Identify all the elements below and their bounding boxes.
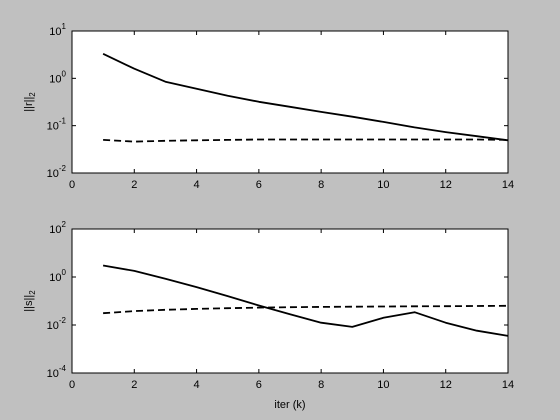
bottom-series-solid-line bbox=[102, 264, 509, 337]
top-y-tick-mantissa: 10 bbox=[49, 73, 61, 85]
top-x-tick-label: 4 bbox=[194, 179, 200, 191]
bottom-y-tick-exponent: -4 bbox=[59, 364, 67, 373]
top-x-tick-label: 6 bbox=[256, 179, 262, 191]
top-y-tick-mantissa: 10 bbox=[49, 26, 61, 38]
top-y-axis-label: ||r||2 bbox=[23, 92, 37, 112]
top-y-tick-exponent: -2 bbox=[59, 164, 67, 173]
top-y-tick-label: 101 bbox=[49, 22, 66, 38]
top-series-solid-line bbox=[102, 52, 509, 142]
bottom-y-tick-exponent: -2 bbox=[59, 316, 67, 325]
bottom-y-axis-label: ||s||2 bbox=[23, 290, 37, 312]
top-axes-box bbox=[71, 30, 509, 174]
bottom-y-tick-label: 10-2 bbox=[47, 316, 67, 332]
bottom-y-axis-label-main: ||s|| bbox=[23, 295, 35, 312]
top-y-tick-mantissa: 10 bbox=[47, 121, 59, 133]
top-series-dashed-line bbox=[103, 138, 509, 143]
bottom-x-tick-label: 4 bbox=[194, 379, 200, 391]
top-series bbox=[102, 52, 509, 143]
bottom-y-axis-label-subscript: 2 bbox=[28, 290, 37, 295]
bottom-y-tick-label: 100 bbox=[49, 268, 66, 284]
bottom-y-tick-mantissa: 10 bbox=[49, 224, 61, 236]
bottom-y-tick-exponent: 0 bbox=[62, 268, 67, 277]
bottom-y-tick-label: 102 bbox=[49, 220, 66, 236]
bottom-y-tick-mantissa: 10 bbox=[49, 272, 61, 284]
bottom-x-tick-label: 0 bbox=[69, 379, 75, 391]
top-x-tick-label: 12 bbox=[440, 179, 452, 191]
top-y-tick-exponent: -1 bbox=[59, 117, 67, 126]
top-y-tick-exponent: 0 bbox=[62, 69, 67, 78]
bottom-x-tick-label: 14 bbox=[502, 379, 514, 391]
top-y-tick-label: 10-1 bbox=[47, 117, 67, 133]
bottom-y-tick-mantissa: 10 bbox=[47, 320, 59, 332]
top-x-tick-label: 0 bbox=[69, 179, 75, 191]
bottom-series bbox=[102, 264, 509, 337]
bottom-y-tick-label: 10-4 bbox=[47, 364, 67, 380]
bottom-x-tick-label: 6 bbox=[256, 379, 262, 391]
bottom-x-tick-label: 8 bbox=[318, 379, 324, 391]
top-y-axis-label-main: ||r|| bbox=[23, 97, 35, 112]
top-x-tick-label: 8 bbox=[318, 179, 324, 191]
top-y-tick-exponent: 1 bbox=[62, 22, 67, 31]
top-x-tick-label: 10 bbox=[377, 179, 389, 191]
bottom-x-tick-label: 10 bbox=[377, 379, 389, 391]
bottom-x-tick-label: 2 bbox=[131, 379, 137, 391]
top-y-axis-label-subscript: 2 bbox=[28, 92, 37, 97]
bottom-x-tick-label: 12 bbox=[440, 379, 452, 391]
top-y-tick-label: 100 bbox=[49, 69, 66, 85]
bottom-x-axis-label: iter (k) bbox=[274, 399, 305, 411]
top-x-tick-label: 2 bbox=[131, 179, 137, 191]
bottom-series-dashed-line bbox=[103, 304, 509, 315]
bottom-y-tick-mantissa: 10 bbox=[47, 368, 59, 380]
top-y-tick-label: 10-2 bbox=[47, 164, 67, 180]
top-x-tick-label: 14 bbox=[502, 179, 514, 191]
bottom-axes-box bbox=[71, 228, 509, 374]
bottom-y-tick-exponent: 2 bbox=[62, 220, 67, 229]
top-y-tick-mantissa: 10 bbox=[47, 168, 59, 180]
